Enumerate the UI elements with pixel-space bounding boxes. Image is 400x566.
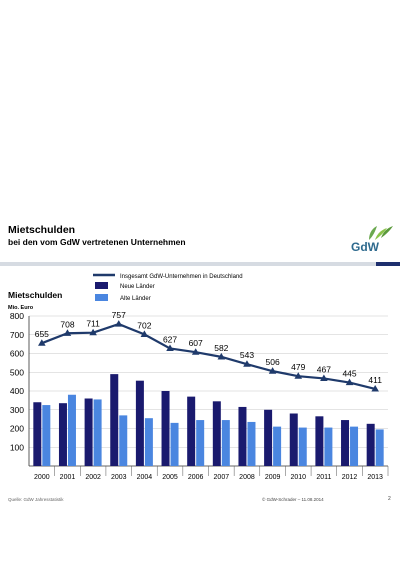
data-label: 543 (240, 350, 254, 360)
x-tick-label: 2001 (60, 474, 76, 481)
line-marker (166, 344, 174, 352)
y-tick-label: 700 (10, 330, 24, 340)
data-label: 607 (189, 338, 203, 348)
legend-swatch-neue (95, 282, 108, 289)
chart-title: Mietschulden (8, 290, 62, 300)
x-tick-label: 2006 (188, 474, 204, 481)
bar-alte-laender (67, 394, 76, 466)
bar-alte-laender (144, 418, 153, 466)
line-marker (89, 328, 97, 336)
bar-neue-laender (135, 380, 144, 466)
data-label: 655 (35, 329, 49, 339)
bar-neue-laender (33, 402, 42, 466)
data-label: 757 (112, 310, 126, 320)
legend-label: Insgesamt GdW-Unternehmen in Deutschland (120, 274, 243, 280)
leaf-icon (369, 226, 393, 240)
y-tick-label: 200 (10, 424, 24, 434)
x-tick-label: 2009 (265, 474, 281, 481)
y-tick-label: 500 (10, 367, 24, 377)
line-marker (371, 384, 379, 392)
x-tick-label: 2011 (316, 474, 331, 481)
line-insgesamt (41, 322, 376, 391)
bar-alte-laender (221, 420, 230, 466)
data-label: 445 (342, 369, 356, 379)
data-label: 702 (137, 320, 151, 330)
bar-alte-laender (119, 415, 128, 466)
footer-copyright: © GdW-Schrader – 11.08.2014 (262, 497, 324, 502)
x-tick-label: 2007 (214, 474, 230, 481)
x-tick-label: 2003 (111, 474, 127, 481)
data-label: 506 (266, 357, 280, 367)
y-tick-label: 400 (10, 386, 24, 396)
page-number: 2 (388, 496, 391, 502)
x-tick-label: 2013 (367, 474, 383, 481)
y-tick-label: 600 (10, 349, 24, 359)
bar-alte-laender (42, 405, 51, 466)
bar-alte-laender (247, 421, 256, 466)
bar-alte-laender (196, 420, 205, 466)
bar-neue-laender (187, 396, 196, 466)
gdw-logo: GdW (351, 222, 395, 258)
bar-neue-laender (84, 398, 93, 466)
logo-text: GdW (351, 240, 379, 254)
x-tick-label: 2004 (137, 474, 153, 481)
line-marker (63, 329, 72, 336)
bar-neue-laender (315, 416, 324, 466)
data-label: 411 (368, 375, 382, 385)
legend-swatch-alte (95, 294, 108, 301)
x-tick-label: 2005 (162, 474, 178, 481)
bar-neue-laender (58, 403, 67, 466)
slide-subtitle: bei den vom GdW vertretenen Unternehmen (8, 237, 186, 247)
bar-alte-laender (350, 426, 359, 466)
y-tick-label: 800 (10, 311, 24, 321)
data-label: 708 (60, 319, 74, 329)
line-marker (294, 372, 303, 379)
x-tick-label: 2008 (239, 474, 255, 481)
bar-alte-laender (375, 429, 384, 466)
bar-neue-laender (238, 406, 247, 466)
x-tick-label: 2000 (34, 474, 50, 481)
x-tick-label: 2010 (290, 474, 306, 481)
bar-alte-laender (273, 426, 282, 466)
line-marker (243, 360, 251, 367)
line-marker (268, 367, 277, 374)
bar-neue-laender (289, 413, 298, 466)
line-marker (114, 320, 123, 327)
line-marker (191, 348, 200, 355)
legend-label: Alte Länder (120, 296, 151, 302)
bar-alte-laender (324, 427, 333, 466)
bar-alte-laender (298, 427, 307, 466)
bar-neue-laender (212, 401, 221, 466)
x-tick-label: 2012 (342, 474, 358, 481)
line-marker (320, 374, 328, 382)
footer-source: Quelle: GdW Jahresstatistik (8, 497, 64, 502)
bar-alte-laender (170, 422, 179, 466)
data-label: 627 (163, 334, 177, 344)
data-label: 582 (214, 343, 228, 353)
bar-neue-laender (264, 409, 273, 466)
header-rule (0, 262, 376, 266)
slide-title: Mietschulden (8, 224, 76, 236)
line-marker (217, 352, 226, 360)
bar-neue-laender (341, 420, 350, 466)
line-marker (140, 330, 149, 337)
data-label: 479 (291, 362, 305, 372)
y-axis-unit: Mio. Euro (8, 305, 34, 311)
bar-neue-laender (161, 391, 170, 466)
line-marker (345, 378, 354, 386)
legend-label: Neue Länder (120, 284, 155, 290)
bar-neue-laender (110, 374, 119, 466)
line-marker (38, 339, 46, 346)
y-tick-label: 100 (10, 442, 24, 452)
data-label: 711 (86, 319, 100, 329)
bar-neue-laender (366, 423, 375, 466)
header-rule-accent (376, 262, 400, 266)
bar-alte-laender (93, 399, 102, 466)
data-label: 467 (317, 364, 331, 374)
y-tick-label: 300 (10, 405, 24, 415)
x-tick-label: 2002 (85, 474, 101, 481)
